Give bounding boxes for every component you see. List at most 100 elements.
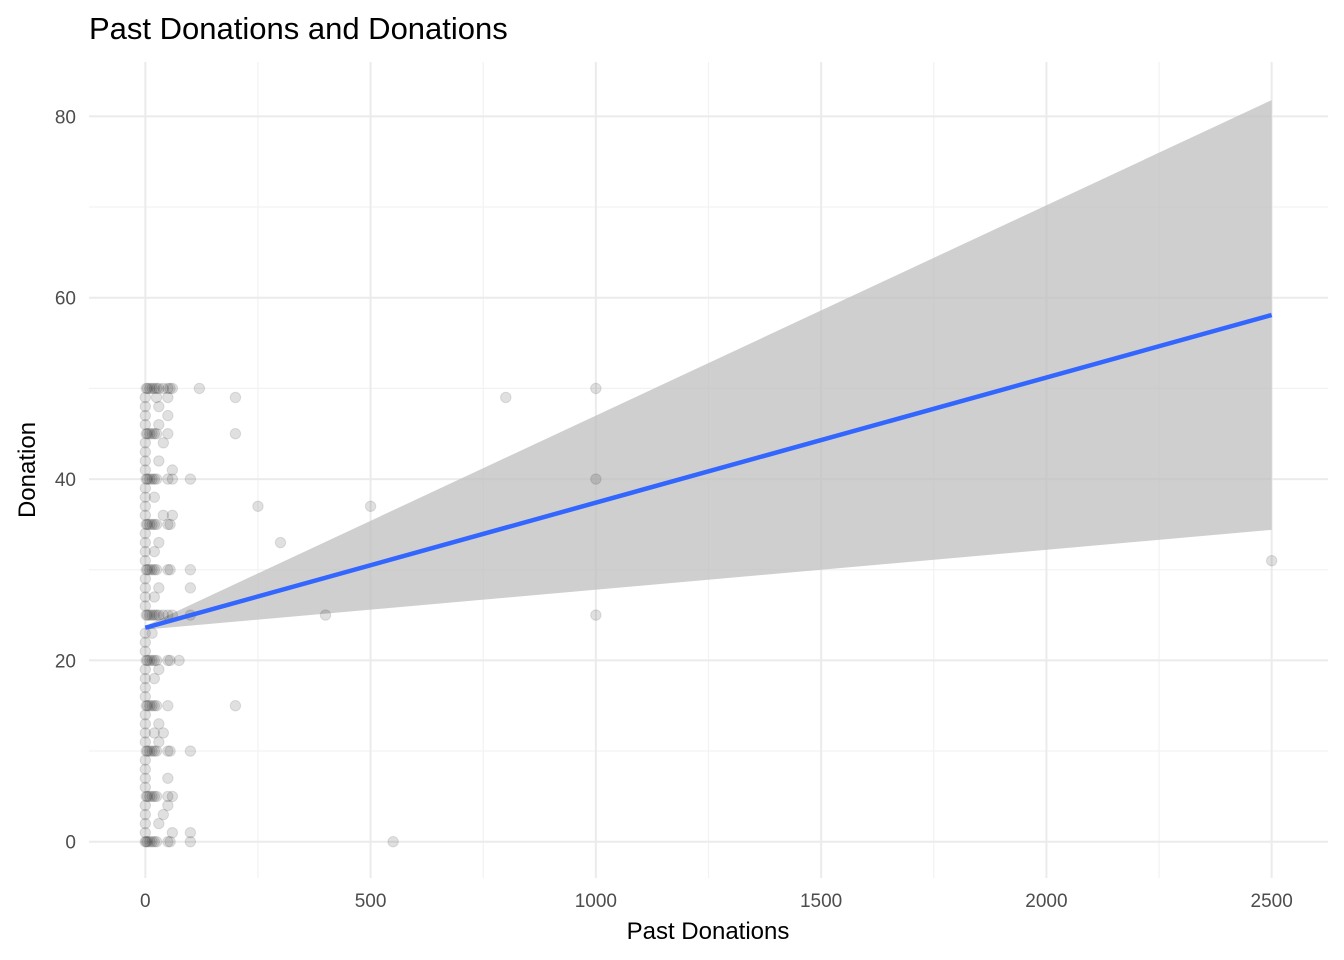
data-point [148,700,161,712]
data-point [150,428,163,440]
data-point [146,609,158,621]
data-point [139,799,152,812]
data-point [157,727,170,739]
data-point [140,745,152,757]
data-point [140,518,152,531]
data-point [153,718,165,730]
data-point [146,790,158,803]
data-point [229,700,242,712]
data-point [139,464,152,476]
regression-line-layer [144,312,1273,630]
data-point [139,754,152,766]
data-point [139,409,152,422]
data-point [146,518,158,531]
data-point [141,382,154,395]
data-point [387,836,399,848]
data-point [153,663,165,676]
data-point [139,400,152,413]
data-point [164,836,176,848]
scatter-points-layer [139,382,1278,848]
data-point [500,391,512,404]
data-point [148,609,161,621]
data-point [590,609,602,621]
y-tick-label: 80 [55,107,76,128]
data-point [166,382,179,395]
data-point [141,609,154,621]
data-point [164,745,176,757]
data-point [590,473,602,485]
regression-line [144,312,1273,630]
data-point [141,564,154,576]
data-point [139,391,152,404]
data-point [146,473,158,485]
data-point [139,836,152,848]
y-tick-label: 40 [55,470,76,491]
data-point [139,817,152,830]
data-point [139,527,152,540]
x-tick-label: 2000 [1025,891,1067,912]
data-point [162,391,174,404]
data-point [150,518,163,531]
data-point [157,609,170,621]
data-point [141,518,154,531]
data-point [164,382,176,395]
x-tick-label: 500 [355,891,387,912]
data-point [150,836,163,848]
data-point [162,654,174,667]
data-point [139,709,152,721]
data-point [144,609,156,621]
data-point [144,428,156,440]
data-point [139,500,152,512]
data-point [153,582,165,594]
data-point [148,428,161,440]
data-point [148,545,161,558]
data-point [150,391,163,404]
data-point [146,564,158,576]
data-point [140,564,152,576]
data-point [157,437,170,449]
x-tick-label: 1500 [800,891,842,912]
data-point [144,790,156,803]
data-point [144,745,156,757]
data-point [141,473,154,485]
x-axis-title: Past Donations [627,918,790,945]
data-point [144,654,156,667]
data-point [139,645,152,658]
data-point [139,672,152,685]
data-point [139,763,152,775]
chart-title: Past Donations and Donations [89,11,508,46]
data-point [140,609,152,621]
data-point [153,382,165,395]
y-axis-title: Donation [14,422,41,518]
data-point [184,564,197,576]
data-point [139,509,152,522]
data-point [153,817,165,830]
data-point [162,382,174,395]
data-point [164,564,176,576]
data-point [139,446,152,458]
data-point [139,573,152,585]
data-point [162,564,174,576]
data-point [139,545,152,558]
data-point [144,518,156,531]
data-point [162,799,174,812]
data-point [146,745,158,757]
data-point [144,836,156,848]
data-point [150,790,163,803]
data-point [139,437,152,449]
data-point [173,654,185,667]
data-point [139,491,152,503]
data-point [166,790,179,803]
data-point [157,509,170,522]
data-point [148,654,161,667]
data-point [1265,554,1278,567]
data-point [140,654,152,667]
data-point [184,745,197,757]
data-point [140,790,152,803]
data-point [150,745,163,757]
data-point [148,382,161,395]
data-point [139,482,152,494]
data-point [229,391,242,404]
data-point [166,464,179,476]
